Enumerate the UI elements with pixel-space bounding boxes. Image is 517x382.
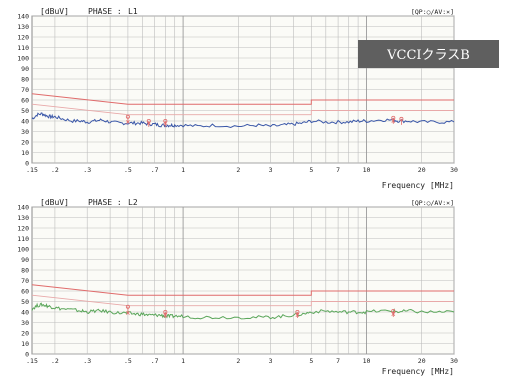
y-tick-label: 130	[17, 214, 29, 222]
phase-l2-panel: 0102030405060708090100110120130140.15.2.…	[17, 198, 458, 376]
y-tick-label: 50	[21, 298, 29, 306]
x-tick-label: 5	[309, 166, 313, 174]
y-tick-label: 70	[21, 277, 29, 285]
qp-marker	[163, 309, 168, 314]
tick-labels: 0102030405060708090100110120130140.15.2.…	[17, 13, 458, 175]
x-tick-label: .3	[83, 357, 91, 365]
y-tick-label: 70	[21, 86, 29, 94]
series	[31, 284, 455, 320]
x-tick-label: .2	[51, 166, 59, 174]
phase-l1-panel: 0102030405060708090100110120130140.15.2.…	[17, 7, 458, 190]
phase-label: PHASE :	[88, 198, 122, 207]
y-tick-label: 0	[25, 351, 29, 359]
y-tick-label: 140	[17, 13, 29, 21]
x-tick-label: 1	[181, 166, 185, 174]
series	[31, 93, 455, 129]
y-tick-label: 110	[17, 44, 29, 52]
av-marker	[126, 311, 130, 315]
av-marker	[163, 121, 168, 125]
y-tick-label: 140	[17, 204, 29, 212]
qp-marker	[399, 116, 404, 121]
x-tick-label: 1	[181, 357, 185, 365]
x-tick-label: .5	[124, 357, 132, 365]
badge-background	[358, 40, 499, 68]
legend: [QP:○/AV:×]	[411, 199, 454, 207]
x-tick-label: 2	[236, 357, 240, 365]
av-marker	[126, 120, 130, 124]
av-marker	[146, 121, 151, 125]
x-axis-label: Frequency [MHz]	[382, 181, 454, 190]
badge-label: VCCIクラスB	[386, 48, 470, 63]
phase-value: L1	[128, 7, 138, 16]
y-tick-label: 40	[21, 309, 29, 317]
y-tick-label: 30	[21, 319, 29, 327]
y-tick-label: 120	[17, 34, 29, 42]
x-tick-label: .5	[124, 166, 132, 174]
av-marker	[391, 312, 396, 316]
y-tick-label: 50	[21, 107, 29, 115]
x-axis-label: Frequency [MHz]	[382, 367, 454, 376]
x-tick-label: .3	[83, 166, 91, 174]
av-limit-line	[31, 294, 454, 307]
x-tick-label: .2	[51, 357, 59, 365]
qp-marker	[295, 309, 300, 314]
y-tick-label: 10	[21, 149, 29, 157]
qp-limit-line	[31, 284, 454, 296]
x-tick-label: 7	[336, 166, 340, 174]
y-tick-label: 40	[21, 118, 29, 126]
av-limit-line	[31, 103, 454, 116]
qp-marker	[391, 308, 396, 313]
y-tick-label: 130	[17, 23, 29, 31]
y-tick-label: 110	[17, 235, 29, 243]
noise-trace	[31, 302, 455, 320]
y-tick-label: 0	[25, 160, 29, 168]
y-tick-label: 100	[17, 246, 29, 254]
noise-trace	[31, 112, 455, 129]
av-marker	[163, 313, 168, 318]
legend: [QP:○/AV:×]	[411, 8, 454, 16]
x-tick-label: 3	[269, 166, 273, 174]
y-tick-label: 90	[21, 256, 29, 264]
vcci-class-b-badge: VCCIクラスB	[358, 40, 499, 68]
phase-label: PHASE :	[88, 7, 122, 16]
y-tick-label: 30	[21, 128, 29, 136]
unit-label: [dBuV]	[40, 198, 69, 207]
x-tick-label: .15	[26, 357, 38, 365]
x-tick-label: .7	[151, 166, 159, 174]
y-tick-label: 100	[17, 55, 29, 63]
y-tick-label: 120	[17, 225, 29, 233]
x-tick-label: 2	[236, 166, 240, 174]
x-tick-label: 5	[309, 357, 313, 365]
y-tick-label: 60	[21, 288, 29, 296]
av-marker	[391, 119, 396, 123]
y-tick-label: 10	[21, 340, 29, 348]
unit-label: [dBuV]	[40, 7, 69, 16]
phase-value: L2	[128, 198, 138, 207]
x-tick-label: .15	[26, 166, 38, 174]
y-tick-label: 60	[21, 97, 29, 105]
y-tick-label: 20	[21, 330, 29, 338]
qp-marker	[125, 304, 130, 309]
y-tick-label: 80	[21, 267, 29, 275]
av-marker	[295, 313, 300, 318]
grid	[32, 206, 455, 355]
qp-marker	[391, 115, 396, 120]
x-tick-label: 3	[269, 357, 273, 365]
x-tick-label: 10	[363, 357, 371, 365]
qp-marker	[125, 114, 130, 119]
x-tick-label: 30	[450, 357, 458, 365]
x-tick-label: 20	[418, 357, 426, 365]
y-tick-label: 90	[21, 65, 29, 73]
x-tick-label: .7	[151, 357, 159, 365]
y-tick-label: 80	[21, 76, 29, 84]
y-tick-label: 20	[21, 139, 29, 147]
x-tick-label: 10	[363, 166, 371, 174]
x-tick-label: 20	[418, 166, 426, 174]
x-tick-label: 30	[450, 166, 458, 174]
tick-labels: 0102030405060708090100110120130140.15.2.…	[17, 204, 458, 366]
qp-limit-line	[31, 93, 454, 105]
x-tick-label: 7	[336, 357, 340, 365]
